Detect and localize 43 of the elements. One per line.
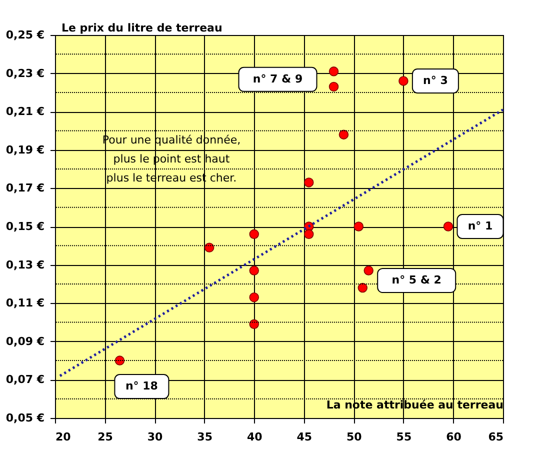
annotation: n° 18 xyxy=(125,380,158,393)
annotation: n° 1 xyxy=(468,220,493,232)
annotation: n° 5 & 2 xyxy=(392,274,442,287)
point xyxy=(354,222,364,232)
point xyxy=(364,266,374,276)
y-tick-label: 0,11 € xyxy=(6,296,44,310)
point xyxy=(249,292,259,302)
y-tick-label: 0,15 € xyxy=(6,220,44,233)
annotation: n° 7 & 9 xyxy=(252,72,303,86)
x-tick-label: 40 xyxy=(246,430,263,444)
point xyxy=(114,356,125,366)
y-tick-label: 0,19 € xyxy=(6,143,44,156)
point xyxy=(338,130,349,140)
y-tick-label: 0,09 € xyxy=(6,334,44,348)
x-tick-label: 30 xyxy=(147,430,164,444)
point xyxy=(304,178,314,188)
point xyxy=(204,242,214,252)
point xyxy=(443,222,454,232)
y-tick-label: 0,21 € xyxy=(6,105,44,118)
x-tick-label: 20 xyxy=(56,430,72,444)
point xyxy=(358,282,368,293)
point xyxy=(398,76,408,86)
y-tick-label: 0,05 € xyxy=(6,412,44,424)
x-tick-label: 45 xyxy=(296,430,312,444)
y-axis-title: Le prix du litre de terreau xyxy=(62,22,222,34)
y-tick-label: 0,25 € xyxy=(6,28,44,42)
point xyxy=(249,319,259,330)
y-tick-label: 0,17 € xyxy=(6,182,44,195)
x-tick-label: 60 xyxy=(446,430,462,444)
x-tick-label: 55 xyxy=(396,430,412,444)
point xyxy=(328,66,339,76)
x-tick-label: 50 xyxy=(346,430,362,444)
x-tick-label: 25 xyxy=(98,430,113,444)
x-tick-label: 65 xyxy=(488,430,504,444)
y-tick-label: 0,13 € xyxy=(6,258,44,272)
y-tick-label: 0,23 € xyxy=(6,66,44,80)
point xyxy=(249,266,259,276)
point xyxy=(328,82,339,92)
point xyxy=(304,229,314,240)
x-tick-label: 35 xyxy=(197,430,212,444)
y-tick-label: 0,07 € xyxy=(6,373,44,386)
annotation: n° 3 xyxy=(423,74,448,87)
point xyxy=(249,229,259,240)
